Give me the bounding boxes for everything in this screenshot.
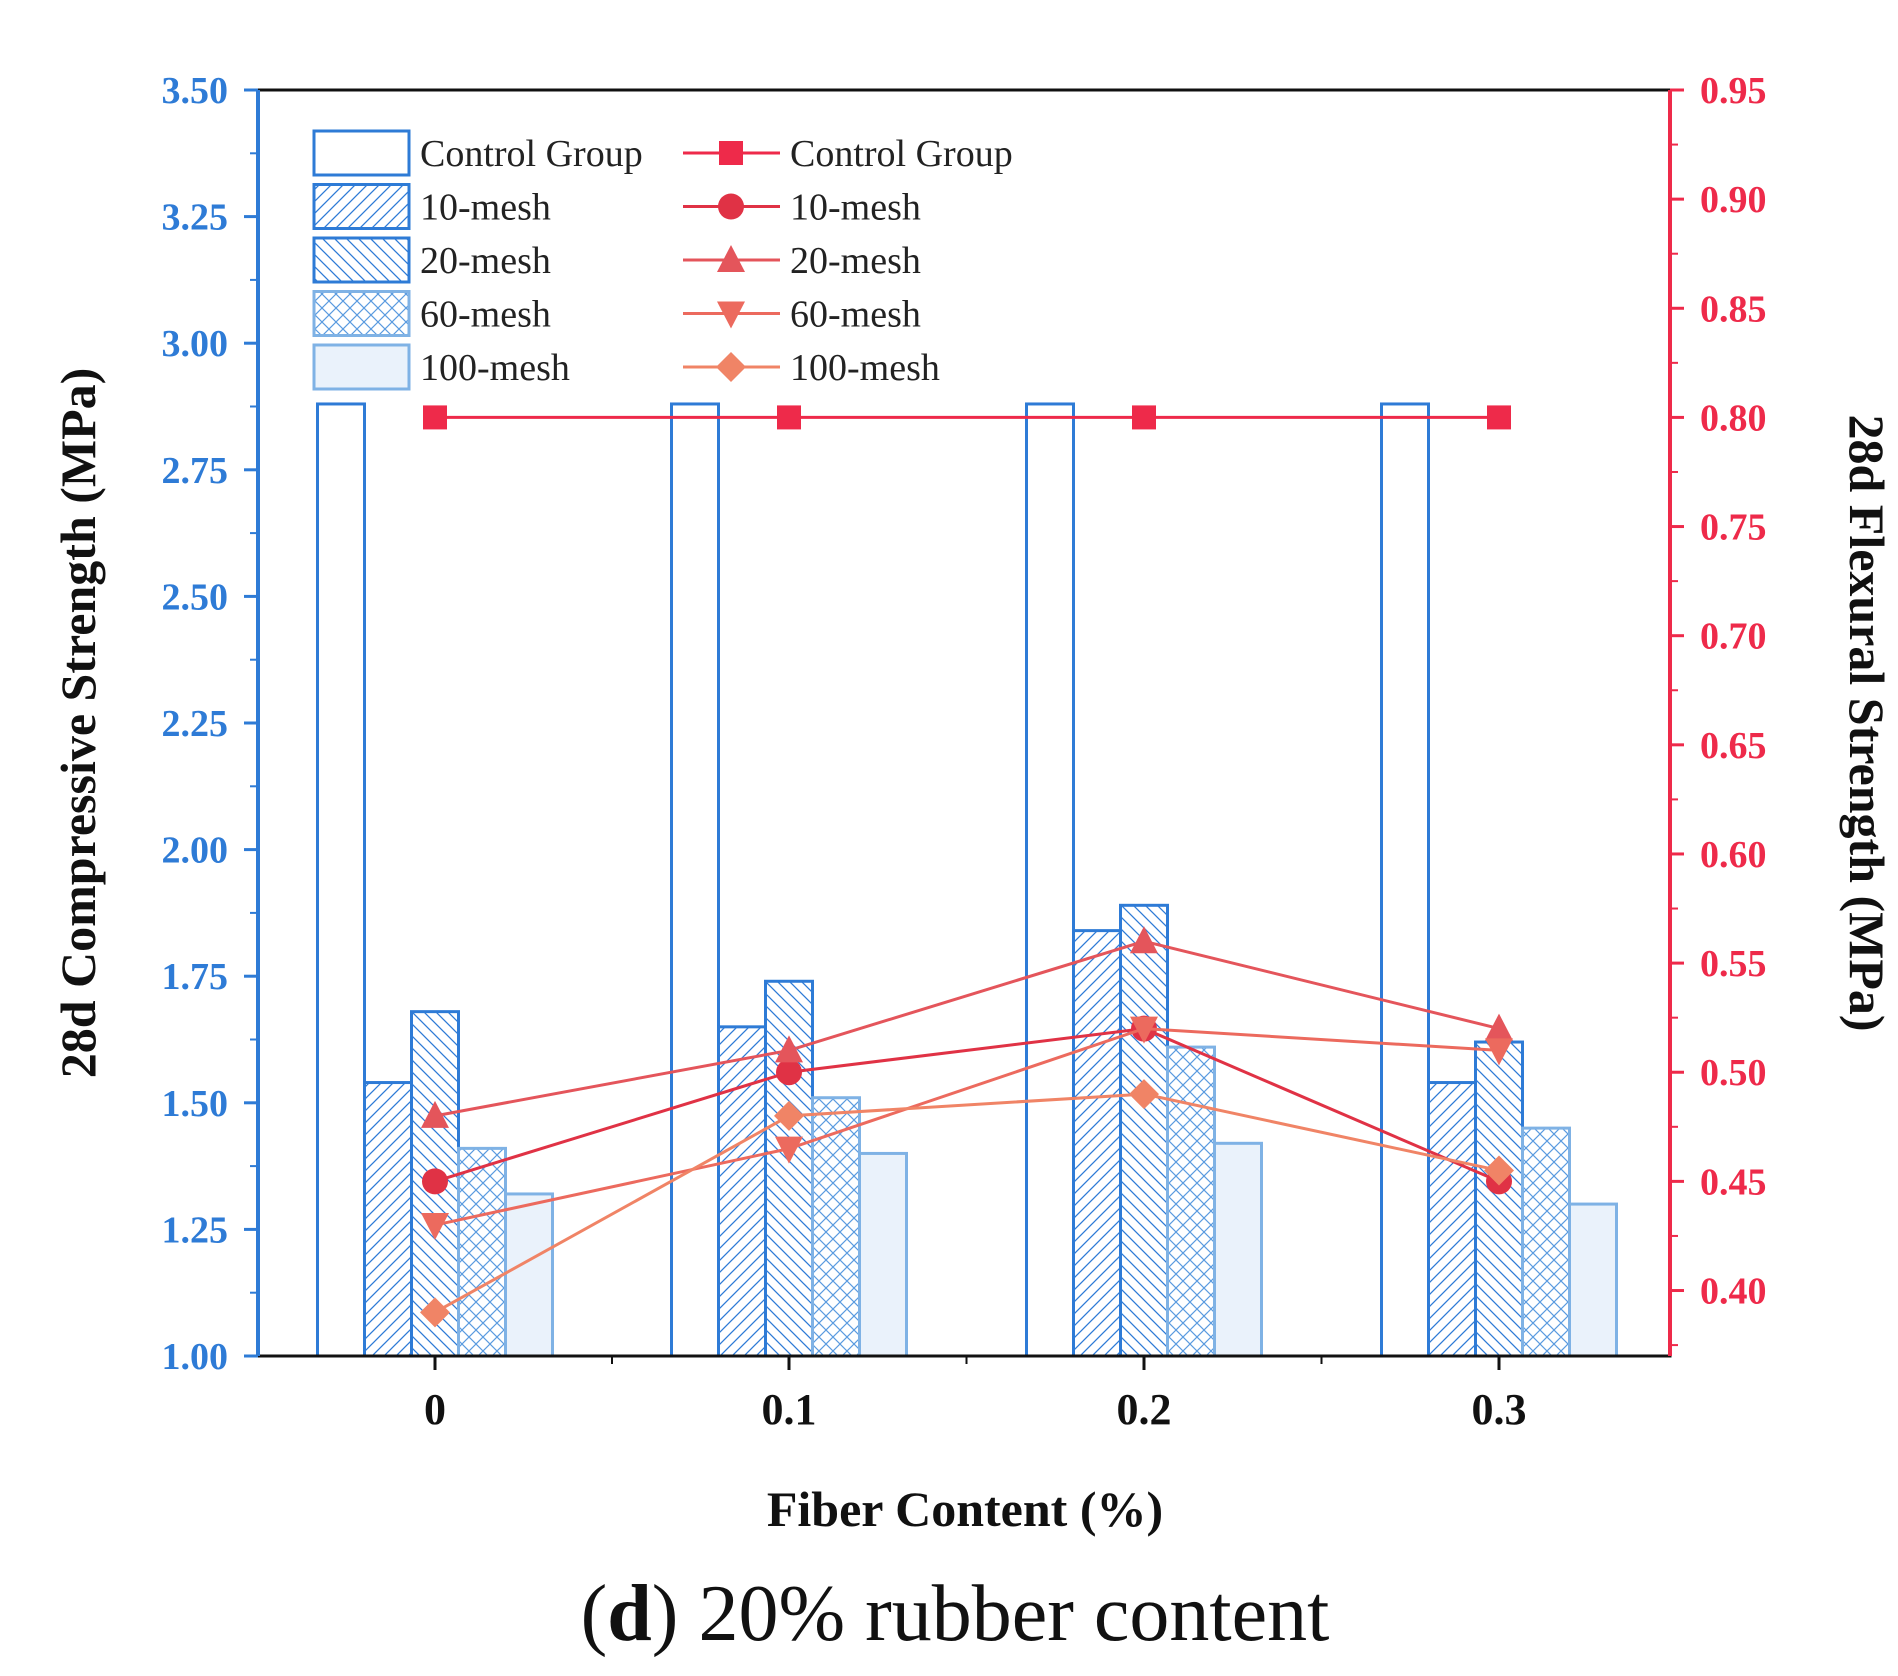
point-60-mesh-0.1: [775, 1136, 803, 1164]
right-tick-label: 0.90: [1700, 179, 1767, 221]
point-100-mesh-0: [420, 1297, 450, 1328]
right-tick-label: 0.75: [1700, 507, 1767, 549]
legend-swatch-bar: [312, 236, 411, 284]
legend-label-line: 60-mesh: [790, 294, 921, 336]
right-tick-label: 0.50: [1700, 1052, 1767, 1094]
legend-label-bar: 60-mesh: [420, 294, 551, 336]
bar-10-mesh-0.1: [717, 1025, 767, 1358]
bar-60-mesh-0.3: [1521, 1126, 1571, 1358]
point-100-mesh-0.2: [1129, 1079, 1159, 1110]
line-100-mesh: [434, 1092, 1500, 1314]
bar-60-mesh-0.1: [811, 1096, 861, 1358]
x-tick-label: 0.3: [1472, 1385, 1527, 1434]
x-axis-title: Fiber Content (%): [767, 1481, 1163, 1537]
y-axis-left-title: 28d Compressive Strength (MPa): [50, 368, 106, 1079]
bar-control-group-0.3: [1380, 402, 1430, 1358]
legend-swatch-bar: [312, 183, 411, 230]
bar-20-mesh-0.3: [1474, 1040, 1524, 1358]
point-20-mesh-0: [421, 1100, 449, 1128]
legend-marker: [717, 245, 745, 272]
point-10-mesh-0: [422, 1168, 448, 1195]
right-tick-label: 0.55: [1700, 943, 1767, 985]
left-tick-label: 2.25: [162, 703, 229, 745]
bar-10-mesh-0.3: [1427, 1081, 1477, 1358]
bar-100-mesh-0.1: [858, 1151, 908, 1358]
bar-control-group-0.1: [670, 402, 720, 1358]
left-tick-label: 2.50: [162, 576, 229, 618]
bar-20-mesh-0.2: [1119, 903, 1169, 1358]
left-tick-label: 3.25: [162, 197, 229, 239]
legend-swatch-bar: [312, 343, 411, 391]
point-60-mesh-0.2: [1130, 1016, 1158, 1044]
bar-control-group-0: [316, 402, 366, 1358]
right-tick-label: 0.40: [1700, 1271, 1767, 1313]
left-tick-label: 2.75: [162, 450, 229, 492]
legend-label-bar: Control Group: [420, 133, 643, 175]
caption-text: 20% rubber content: [698, 1570, 1329, 1658]
right-tick-label: 0.65: [1700, 725, 1767, 767]
point-60-mesh-0.3: [1485, 1038, 1513, 1066]
right-tick-label: 0.95: [1700, 70, 1767, 112]
line-10-mesh: [434, 1027, 1500, 1183]
legend-label-bar: 20-mesh: [420, 240, 551, 282]
legend-swatch-bar: [312, 129, 411, 177]
point-20-mesh-0.3: [1485, 1013, 1513, 1041]
point-control-group-0.2: [1132, 405, 1156, 430]
bar-100-mesh-0: [504, 1192, 554, 1358]
point-control-group-0.3: [1487, 405, 1511, 430]
legend-swatch-bar: [312, 290, 411, 337]
point-100-mesh-0.3: [1484, 1155, 1514, 1186]
point-20-mesh-0.1: [775, 1035, 803, 1063]
left-tick-label: 3.00: [162, 323, 229, 365]
point-100-mesh-0.1: [774, 1100, 804, 1131]
axis-ticks: 1.00 1.25 1.50 1.75 2.00 2.25 2.50 2.75 3.00 3.25…: [162, 70, 1767, 1434]
legend-label-line: Control Group: [790, 133, 1013, 175]
bar-control-group-0.2: [1025, 402, 1075, 1358]
legend-marker: [717, 301, 745, 329]
legend-marker: [716, 352, 746, 382]
legend-label-bar: 100-mesh: [420, 347, 570, 389]
figure-caption: (d) 20% rubber content: [581, 1570, 1330, 1658]
point-20-mesh-0.2: [1130, 926, 1158, 954]
right-tick-label: 0.80: [1700, 397, 1767, 439]
bar-100-mesh-0.3: [1568, 1202, 1618, 1358]
point-control-group-0: [423, 405, 447, 430]
right-tick-label: 0.85: [1700, 288, 1767, 330]
bar-10-mesh-0.2: [1072, 929, 1122, 1358]
lines-layer: [420, 405, 1514, 1328]
x-tick-label: 0.1: [762, 1385, 817, 1434]
line-60-mesh: [434, 1027, 1500, 1227]
left-tick-label: 3.50: [162, 70, 229, 112]
legend-label-line: 10-mesh: [790, 187, 921, 229]
bar-60-mesh-0.2: [1166, 1045, 1216, 1358]
legend-label-line: 20-mesh: [790, 240, 921, 282]
x-tick-label: 0.2: [1117, 1385, 1172, 1434]
legend-label-line: 100-mesh: [790, 347, 940, 389]
line-20-mesh: [434, 939, 1500, 1118]
point-10-mesh-0.1: [776, 1059, 802, 1086]
right-tick-label: 0.70: [1700, 616, 1767, 658]
left-tick-label: 1.00: [162, 1336, 229, 1378]
legend: Control Group 10-mesh 20-mesh 60-mesh 100-me…: [312, 129, 1013, 391]
left-tick-label: 1.25: [162, 1209, 229, 1251]
bars-layer: [316, 402, 1618, 1358]
point-control-group-0.1: [777, 405, 801, 430]
legend-label-bar: 10-mesh: [420, 187, 551, 229]
bar-10-mesh-0: [363, 1081, 413, 1358]
legend-marker: [719, 141, 743, 165]
bar-100-mesh-0.2: [1213, 1141, 1263, 1358]
left-tick-label: 1.75: [162, 956, 229, 998]
bar-60-mesh-0: [457, 1146, 507, 1358]
legend-marker: [718, 193, 744, 220]
caption-letter: d: [607, 1570, 652, 1658]
right-tick-label: 0.60: [1700, 834, 1767, 876]
right-tick-label: 0.45: [1700, 1161, 1767, 1203]
x-tick-label: 0: [424, 1385, 446, 1434]
left-tick-label: 2.00: [162, 830, 229, 872]
point-60-mesh-0: [421, 1213, 449, 1241]
y-axis-right-title: 28d Flexural Strength (MPa): [1839, 414, 1895, 1031]
left-tick-label: 1.50: [162, 1083, 229, 1125]
